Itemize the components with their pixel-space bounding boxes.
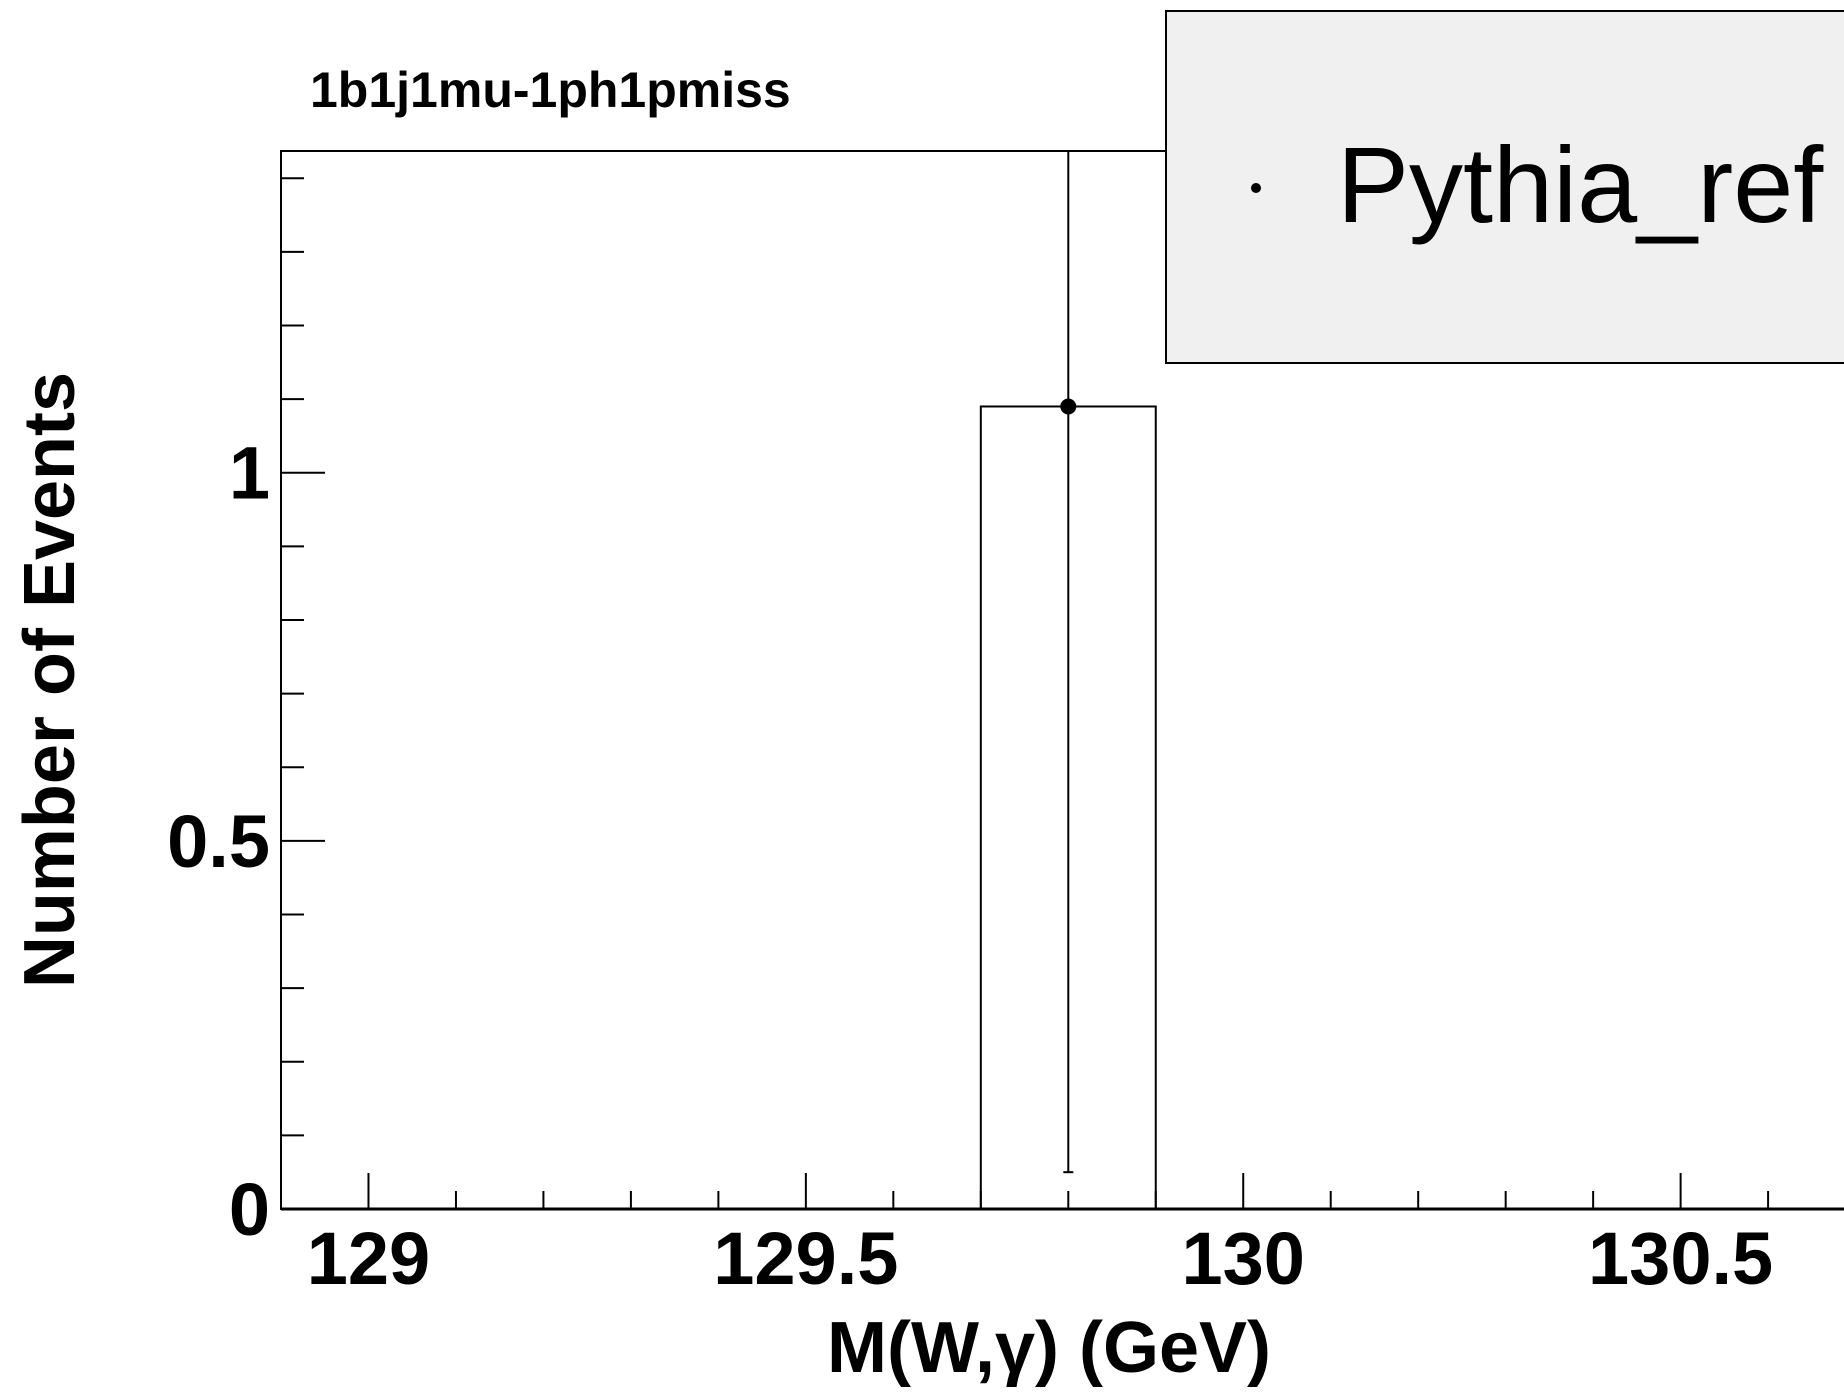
x-tick-label: 130 — [1182, 1217, 1305, 1300]
y-tick-label: 1 — [229, 432, 270, 515]
y-tick-label: 0.5 — [167, 800, 270, 883]
x-axis-ticks: 129 129.5 130 130.5 — [280, 1173, 1773, 1300]
data-points — [1060, 151, 1077, 1174]
chart-title: 1b1j1mu-1ph1pmiss — [310, 62, 791, 118]
legend-entry-pythia-ref: Pythia_ref — [1337, 124, 1824, 245]
y-axis-ticks: 00.51 — [167, 177, 325, 1251]
legend-marker-icon — [1251, 183, 1261, 193]
y-axis-label: Number of Events — [10, 372, 90, 988]
legend-box — [1165, 10, 1844, 364]
x-tick-label: 129.5 — [713, 1217, 898, 1300]
x-axis-label: M(W,γ) (GeV) — [827, 1308, 1271, 1388]
data-point — [1060, 398, 1077, 415]
x-tick-label: 129 — [307, 1217, 430, 1300]
x-tick-label: 130.5 — [1588, 1217, 1773, 1300]
y-tick-label: 0 — [229, 1168, 270, 1251]
legend: Pythia_ref — [1165, 10, 1844, 364]
